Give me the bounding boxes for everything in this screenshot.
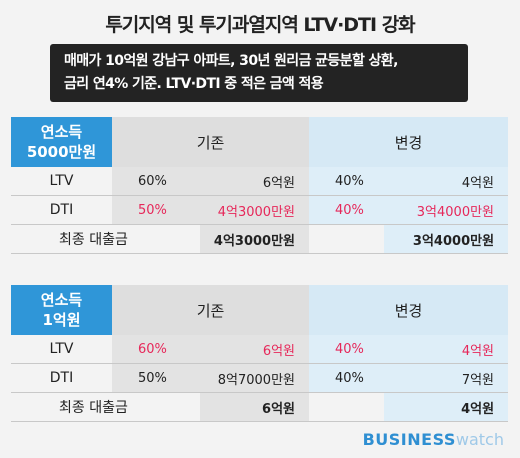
- header-before: 기존: [112, 285, 310, 335]
- businesswatch-logo: BUSINESSwatch: [363, 430, 504, 449]
- final-before-amount: 6억원: [200, 392, 310, 422]
- final-before-amount: 4억3000만원: [200, 224, 310, 254]
- table-header-row: 연소득 1억원 기존 변경: [11, 285, 509, 335]
- income-label-line-1: 연소득: [40, 291, 83, 309]
- note-line-2: 금리 연4% 기준. LTV·DTI 중 적은 금액 적용: [64, 76, 324, 92]
- table-row-final: 최종 대출금 4억3000만원 3억4000만원: [11, 224, 509, 254]
- final-label: 최종 대출금: [11, 392, 200, 422]
- after-pct: 40%: [309, 363, 385, 393]
- table-row-final: 최종 대출금 6억원 4억원: [11, 392, 509, 422]
- before-amount: 6억원: [200, 335, 310, 364]
- income-label: 연소득 5000만원: [11, 117, 112, 167]
- income-label-line-2: 1억원: [42, 311, 81, 329]
- row-label: LTV: [11, 335, 112, 364]
- before-pct: 60%: [112, 167, 200, 196]
- final-after-spacer: [309, 224, 385, 254]
- logo-business: BUSINESS: [362, 430, 456, 449]
- comparison-table-income-5000: 연소득 5000만원 기존 변경 LTV 60% 6억원 40% 4억원 DTI…: [11, 117, 509, 254]
- logo-watch: watch: [455, 430, 504, 449]
- before-pct: 60%: [112, 335, 200, 364]
- row-label: LTV: [11, 167, 112, 196]
- after-pct: 40%: [309, 195, 385, 225]
- before-pct: 50%: [112, 363, 200, 393]
- income-label-line-2: 5000만원: [26, 143, 97, 161]
- header-after: 변경: [309, 117, 509, 167]
- comparison-table-income-1eok: 연소득 1억원 기존 변경 LTV 60% 6억원 40% 4억원 DTI 50…: [11, 285, 509, 422]
- before-amount: 8억7000만원: [200, 363, 310, 393]
- final-label: 최종 대출금: [11, 224, 200, 254]
- before-amount: 4억3000만원: [200, 195, 310, 225]
- before-amount: 6억원: [200, 167, 310, 196]
- row-label: DTI: [11, 195, 112, 225]
- after-amount: 7억원: [384, 363, 509, 393]
- final-after-amount: 3억4000만원: [384, 224, 509, 254]
- header-after: 변경: [309, 285, 509, 335]
- final-after-spacer: [309, 392, 385, 422]
- table-row-dti: DTI 50% 8억7000만원 40% 7억원: [11, 363, 509, 393]
- after-amount: 4억원: [384, 167, 509, 196]
- after-pct: 40%: [309, 167, 385, 196]
- note-line-1: 매매가 10억원 강남구 아파트, 30년 원리금 균등분할 상환,: [64, 53, 398, 69]
- table-row-ltv: LTV 60% 6억원 40% 4억원: [11, 167, 509, 196]
- row-label: DTI: [11, 363, 112, 393]
- header-before: 기존: [112, 117, 310, 167]
- table-row-dti: DTI 50% 4억3000만원 40% 3억4000만원: [11, 195, 509, 225]
- income-label: 연소득 1억원: [11, 285, 112, 335]
- condition-note: 매매가 10억원 강남구 아파트, 30년 원리금 균등분할 상환, 금리 연4…: [50, 44, 468, 102]
- after-amount: 3억4000만원: [384, 195, 509, 225]
- final-after-amount: 4억원: [384, 392, 509, 422]
- after-pct: 40%: [309, 335, 385, 364]
- income-label-line-1: 연소득: [40, 123, 83, 141]
- table-header-row: 연소득 5000만원 기존 변경: [11, 117, 509, 167]
- table-row-ltv: LTV 60% 6억원 40% 4억원: [11, 335, 509, 364]
- after-amount: 4억원: [384, 335, 509, 364]
- before-pct: 50%: [112, 195, 200, 225]
- page-title: 투기지역 및 투기과열지역 LTV·DTI 강화: [105, 14, 415, 36]
